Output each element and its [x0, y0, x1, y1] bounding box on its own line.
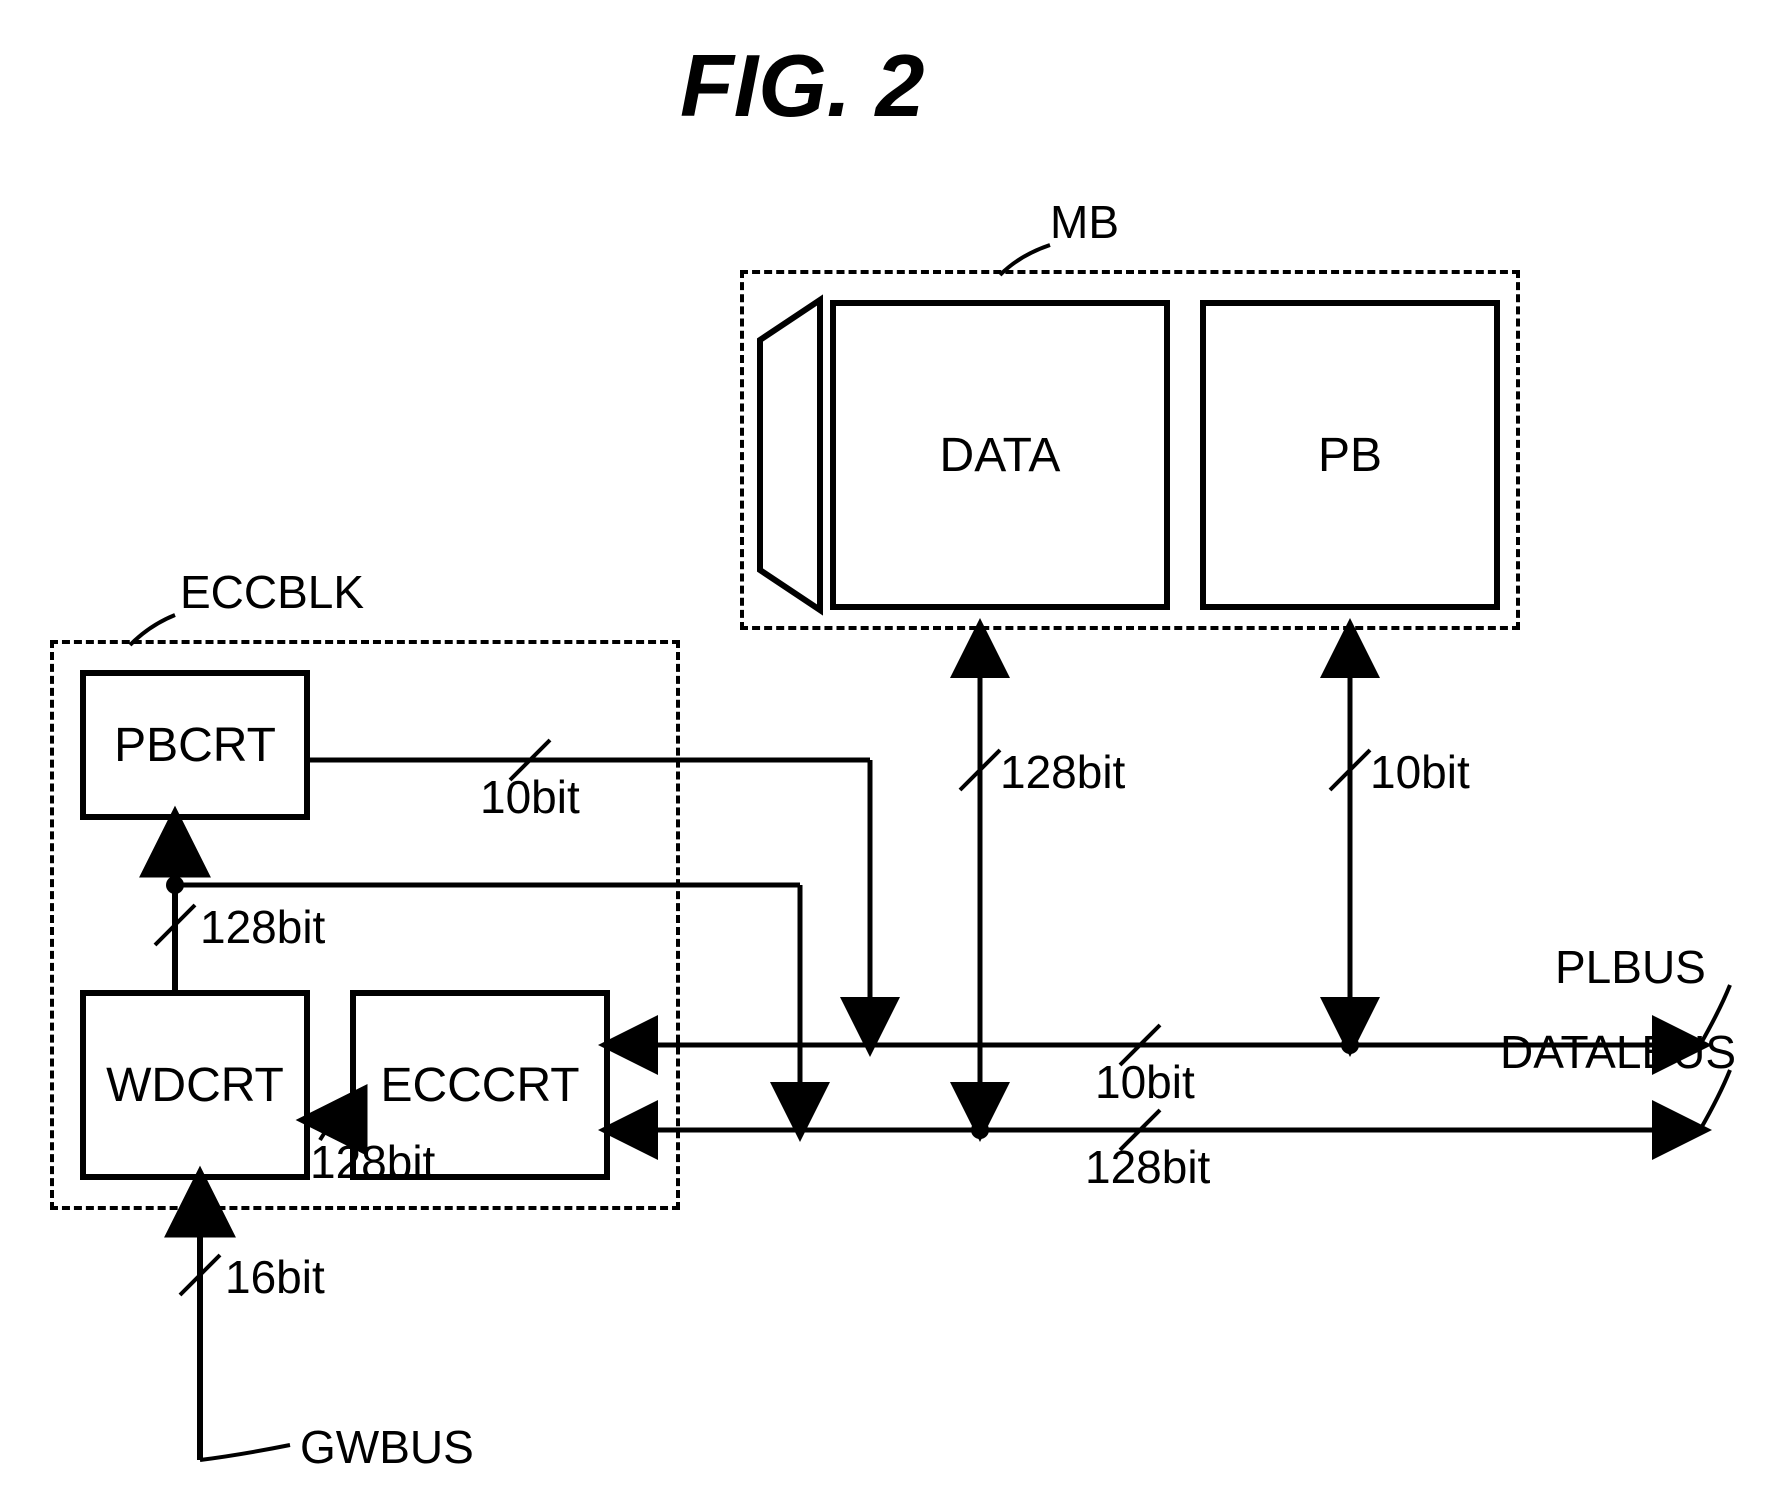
block-pbcrt-label: PBCRT	[114, 718, 276, 773]
bitlabel-128-datalbus: 128bit	[1085, 1140, 1210, 1194]
label-plbus: PLBUS	[1555, 940, 1706, 994]
block-ecccrt-label: ECCCRT	[380, 1058, 579, 1113]
bitlabel-128-eccwd: 128bit	[310, 1135, 435, 1189]
label-gwbus: GWBUS	[300, 1420, 474, 1474]
block-data-label: DATA	[940, 428, 1061, 483]
block-data: DATA	[830, 300, 1170, 610]
block-pbcrt: PBCRT	[80, 670, 310, 820]
block-pb-label: PB	[1318, 428, 1382, 483]
figure-title: FIG. 2	[680, 35, 925, 137]
bitlabel-10-pb: 10bit	[1370, 745, 1470, 799]
block-wdcrt-label: WDCRT	[106, 1058, 284, 1113]
block-pb: PB	[1200, 300, 1500, 610]
diagram-canvas: FIG. 2 MB DATA PB ECCBLK PBCRT WDCRT ECC…	[0, 0, 1772, 1492]
bitlabel-128-data: 128bit	[1000, 745, 1125, 799]
bitlabel-128-wdpb: 128bit	[200, 900, 325, 954]
label-mb: MB	[1050, 195, 1119, 249]
label-eccblk: ECCBLK	[180, 565, 364, 619]
bitlabel-10-pbcrt: 10bit	[480, 770, 580, 824]
bitlabel-10-plbus: 10bit	[1095, 1055, 1195, 1109]
bitlabel-16-gwbus: 16bit	[225, 1250, 325, 1304]
label-datalbus: DATALBUS	[1500, 1025, 1736, 1079]
block-wdcrt: WDCRT	[80, 990, 310, 1180]
